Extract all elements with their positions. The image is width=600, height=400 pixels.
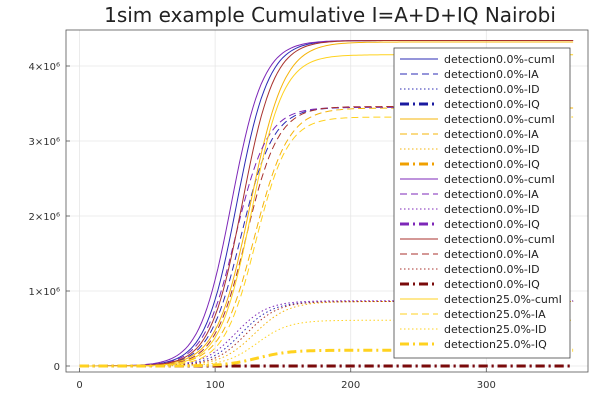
legend-label: detection0.0%-IQ: [444, 218, 540, 231]
x-tick-label: 300: [477, 380, 496, 391]
y-tick-label: 2×10⁶: [29, 212, 60, 223]
legend-label: detection0.0%-cumI: [444, 113, 555, 126]
legend-label: detection0.0%-ID: [444, 83, 540, 96]
y-tick-label: 4×10⁶: [29, 62, 60, 73]
legend-label: detection0.0%-cumI: [444, 53, 555, 66]
legend-label: detection0.0%-IQ: [444, 278, 540, 291]
series-layer: [79, 40, 574, 368]
y-tick-label: 1×10⁶: [29, 287, 60, 298]
legend-label: detection0.0%-cumI: [444, 173, 555, 186]
x-tick-label: 100: [206, 380, 225, 391]
series-line: [79, 40, 574, 367]
legend-label: detection0.0%-IA: [444, 188, 539, 201]
legend-label: detection25.0%-IQ: [444, 338, 547, 351]
legend-label: detection0.0%-ID: [444, 263, 540, 276]
legend-label: detection0.0%-ID: [444, 203, 540, 216]
legend-label: detection0.0%-IQ: [444, 98, 540, 111]
axes: 0 100 200 300 0 1×10⁶ 2×10⁶ 3×10⁶ 4×10⁶: [29, 29, 589, 391]
chart-title: 1sim example Cumulative I=A+D+IQ Nairobi: [104, 3, 556, 27]
legend-label: detection25.0%-IA: [444, 308, 546, 321]
y-tick-label: 0: [54, 362, 60, 373]
legend-label: detection25.0%-ID: [444, 323, 547, 336]
legend: detection0.0%-cumI detection0.0%-IA detect…: [393, 47, 571, 359]
legend-label: detection0.0%-IA: [444, 68, 539, 81]
legend-box: [393, 47, 571, 359]
legend-label: detection0.0%-IA: [444, 248, 539, 261]
x-tick-label: 0: [76, 380, 82, 391]
legend-label: detection0.0%-ID: [444, 143, 540, 156]
legend-label: detection0.0%-cumI: [444, 233, 555, 246]
plot-frame: [65, 29, 589, 373]
legend-label: detection0.0%-IQ: [444, 158, 540, 171]
legend-label: detection25.0%-cumI: [444, 293, 562, 306]
y-tick-label: 3×10⁶: [29, 137, 60, 148]
legend-label: detection0.0%-IA: [444, 128, 539, 141]
x-tick-label: 200: [341, 380, 360, 391]
